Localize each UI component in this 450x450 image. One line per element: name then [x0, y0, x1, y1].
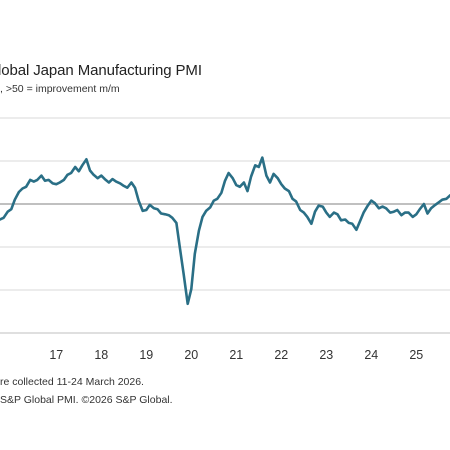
x-tick-labels: 17 18 19 20 21 22 23 24 25: [49, 348, 423, 362]
series-layer: [0, 156, 450, 306]
chart-title: lobal Japan Manufacturing PMI: [0, 62, 202, 79]
x-tick-label-25: 25: [409, 348, 423, 362]
footnote-source: S&P Global PMI. ©2026 S&P Global.: [0, 394, 173, 406]
series-line-0: [0, 156, 450, 306]
x-tick-label-20: 20: [184, 348, 198, 362]
footnote-data-collection: re collected 11-24 March 2026.: [0, 376, 144, 388]
x-tick-label-21: 21: [229, 348, 243, 362]
x-tick-label-23: 23: [319, 348, 333, 362]
chart-subtitle: , >50 = improvement m/m: [0, 83, 120, 95]
x-tick-label-17: 17: [49, 348, 63, 362]
x-tick-label-24: 24: [364, 348, 378, 362]
x-tick-label-22: 22: [274, 348, 288, 362]
x-tick-label-18: 18: [94, 348, 108, 362]
x-tick-label-19: 19: [139, 348, 153, 362]
chart-grid: [0, 117, 450, 291]
